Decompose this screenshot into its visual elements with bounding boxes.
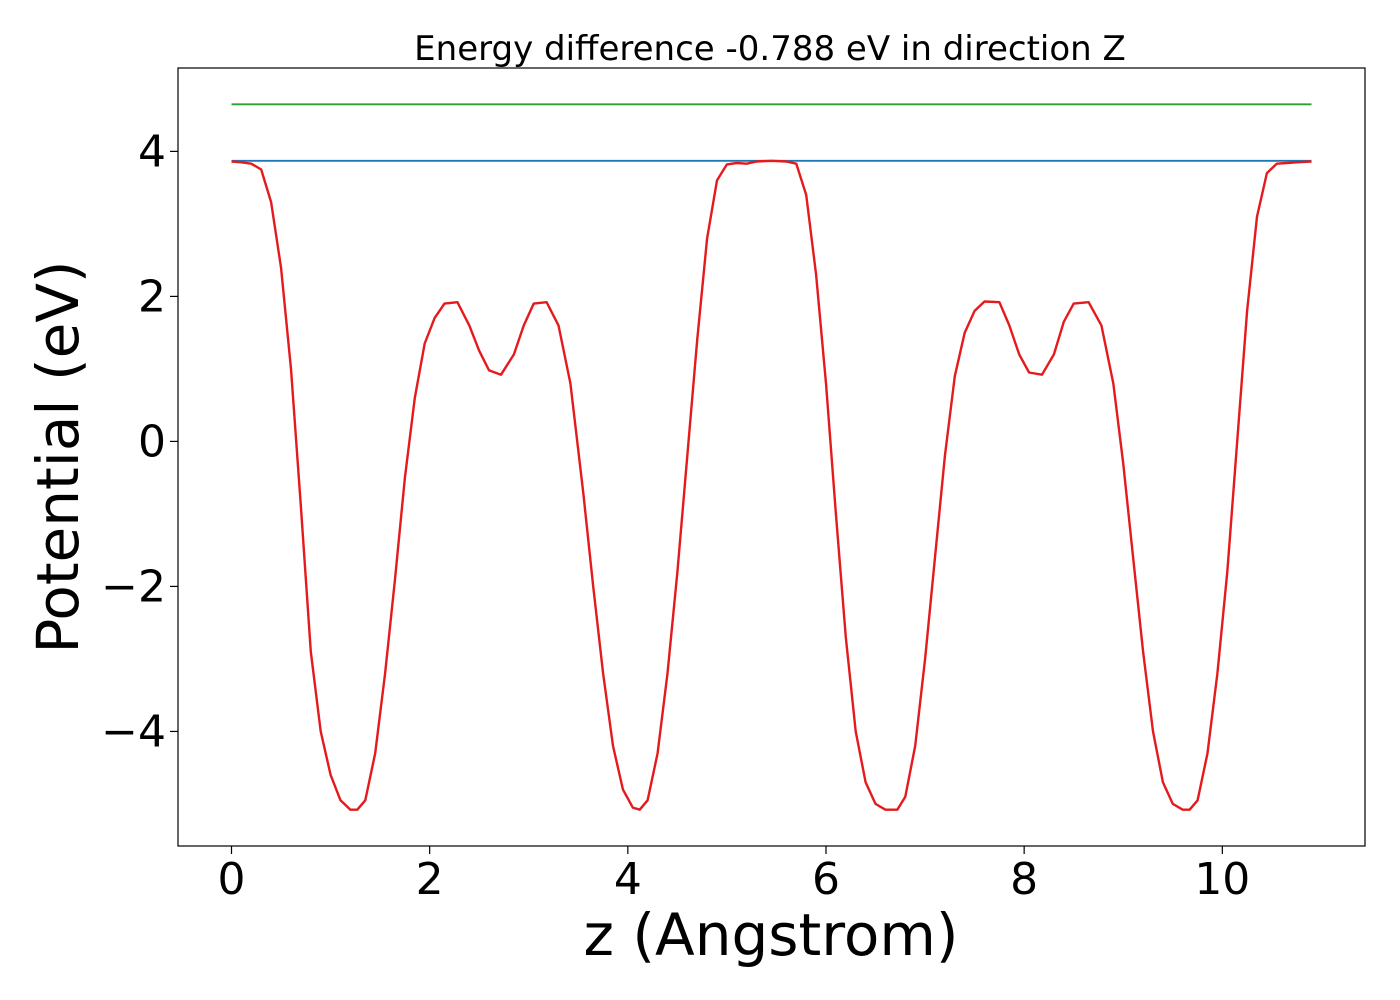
x-axis-label: z (Angstrom) (584, 901, 959, 969)
y-axis-label: Potential (eV) (24, 260, 92, 653)
x-tick-label: 8 (1010, 854, 1038, 905)
y-tick-label: 0 (138, 416, 166, 467)
plot-area (231, 103, 1312, 811)
plot-frame (177, 67, 1366, 847)
y-axis: −4 −2 0 2 4 (101, 126, 178, 757)
x-tick-label: 2 (416, 854, 444, 905)
y-tick-label: 2 (138, 271, 166, 322)
x-tick-label: 6 (812, 854, 840, 905)
x-tick-label: 10 (1194, 854, 1250, 905)
y-tick-label: −2 (101, 561, 166, 612)
y-tick-label: 4 (138, 126, 166, 177)
chart-title: Energy difference -0.788 eV in direction… (414, 29, 1126, 69)
x-tick-label: 0 (218, 854, 246, 905)
series-line-3 (231, 159, 1312, 811)
y-tick-label: −4 (101, 706, 166, 757)
x-tick-label: 4 (614, 854, 642, 905)
x-axis: 0 2 4 6 8 10 (218, 846, 1250, 905)
